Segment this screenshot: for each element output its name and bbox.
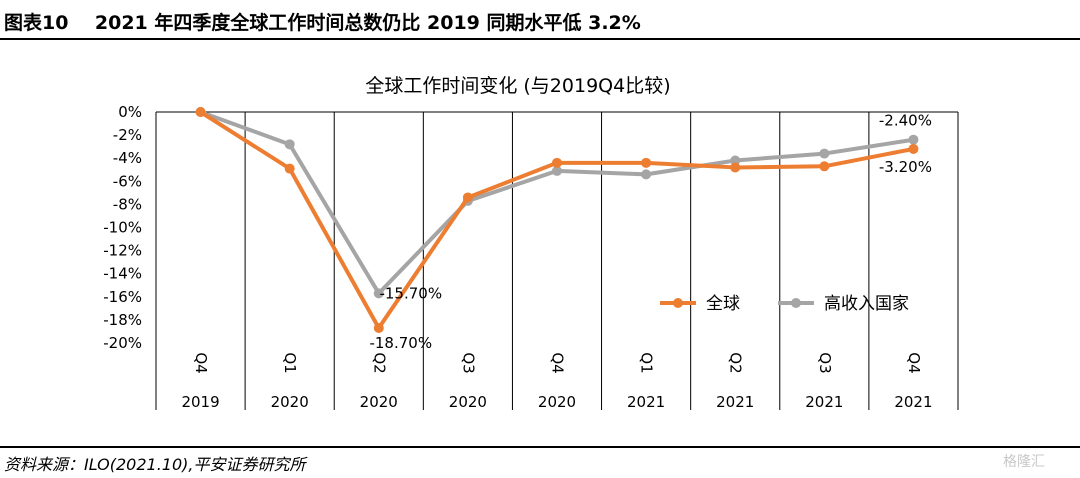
legend-swatch-marker <box>791 298 801 308</box>
data-point <box>641 157 652 168</box>
data-point <box>195 107 206 117</box>
legend-swatch-marker <box>673 298 683 308</box>
x-tick-quarter-label: Q1 <box>281 352 299 373</box>
x-tick-quarter-label: Q3 <box>459 352 477 373</box>
data-point <box>908 134 919 145</box>
series-line <box>198 110 916 330</box>
y-tick-label: -16% <box>103 288 142 306</box>
source-note: 资料来源：ILO(2021.10),平安证券研究所 <box>4 455 306 474</box>
data-point <box>730 162 741 173</box>
data-point <box>373 322 384 333</box>
data-point <box>730 155 741 166</box>
data-label: -2.40% <box>879 112 932 130</box>
x-tick-quarter-label: Q1 <box>638 352 656 373</box>
chart-title: 全球工作时间变化 (与2019Q4比较) <box>365 75 670 97</box>
data-point <box>284 139 295 150</box>
y-tick-label: -12% <box>103 242 142 260</box>
y-tick-label: -8% <box>113 195 142 213</box>
y-tick-label: -2% <box>113 126 142 144</box>
data-point <box>373 288 384 299</box>
y-tick-label: -10% <box>103 219 142 237</box>
watermark-logo: 格隆汇 <box>1003 454 1045 470</box>
y-tick-label: -14% <box>103 265 142 283</box>
x-tick-year-label: 2020 <box>538 393 576 411</box>
legend-label: 全球 <box>706 294 740 314</box>
data-point <box>284 163 295 174</box>
data-label: -18.70% <box>369 334 432 352</box>
data-point <box>552 157 562 168</box>
x-tick-year-label: 2021 <box>716 393 754 411</box>
x-tick-year-label: 2020 <box>360 393 398 411</box>
x-tick-quarter-label: Q4 <box>905 352 923 373</box>
x-tick-year-label: 2021 <box>894 393 932 411</box>
data-point <box>552 165 562 176</box>
y-tick-label: 0% <box>118 103 142 121</box>
y-tick-label: -6% <box>113 172 142 190</box>
data-point <box>819 148 830 159</box>
x-tick-quarter-label: Q2 <box>727 352 745 373</box>
top-rule <box>0 38 1080 40</box>
data-point <box>908 143 919 154</box>
y-tick-label: -18% <box>103 311 142 329</box>
x-tick-quarter-label: Q2 <box>370 352 388 373</box>
x-tick-year-label: 2019 <box>181 393 219 411</box>
bottom-rule <box>0 446 1080 448</box>
x-tick-quarter-label: Q4 <box>192 352 210 373</box>
y-tick-label: -20% <box>103 334 142 352</box>
line-chart: 全球工作时间变化 (与2019Q4比较) 0% -2% -4% -6% -8% -10% -… <box>103 75 959 411</box>
x-tick-year-label: 2021 <box>627 393 665 411</box>
figure-title: 图表10 2021 年四季度全球工作时间总数仍比 2019 同期水平低 3.2% <box>4 12 641 34</box>
x-tick-year-label: 2020 <box>449 393 487 411</box>
x-tick-quarter-label: Q3 <box>816 352 834 373</box>
data-point <box>462 192 473 203</box>
figure-header: 图表10 2021 年四季度全球工作时间总数仍比 2019 同期水平低 3.2% <box>0 0 1080 40</box>
plot-area: 0% -2% -4% -6% -8% -10% -12% -14% -16% -18% -20% Q4… <box>103 103 959 411</box>
data-label: -3.20% <box>879 158 932 176</box>
data-label: -15.70% <box>379 284 442 302</box>
x-tick-year-label: 2021 <box>805 393 843 411</box>
data-point <box>641 169 652 180</box>
legend-label: 高收入国家 <box>824 294 909 314</box>
x-tick-quarter-label: Q4 <box>549 352 567 373</box>
data-point <box>819 161 830 172</box>
y-tick-label: -4% <box>113 149 142 167</box>
x-tick-year-label: 2020 <box>271 393 309 411</box>
